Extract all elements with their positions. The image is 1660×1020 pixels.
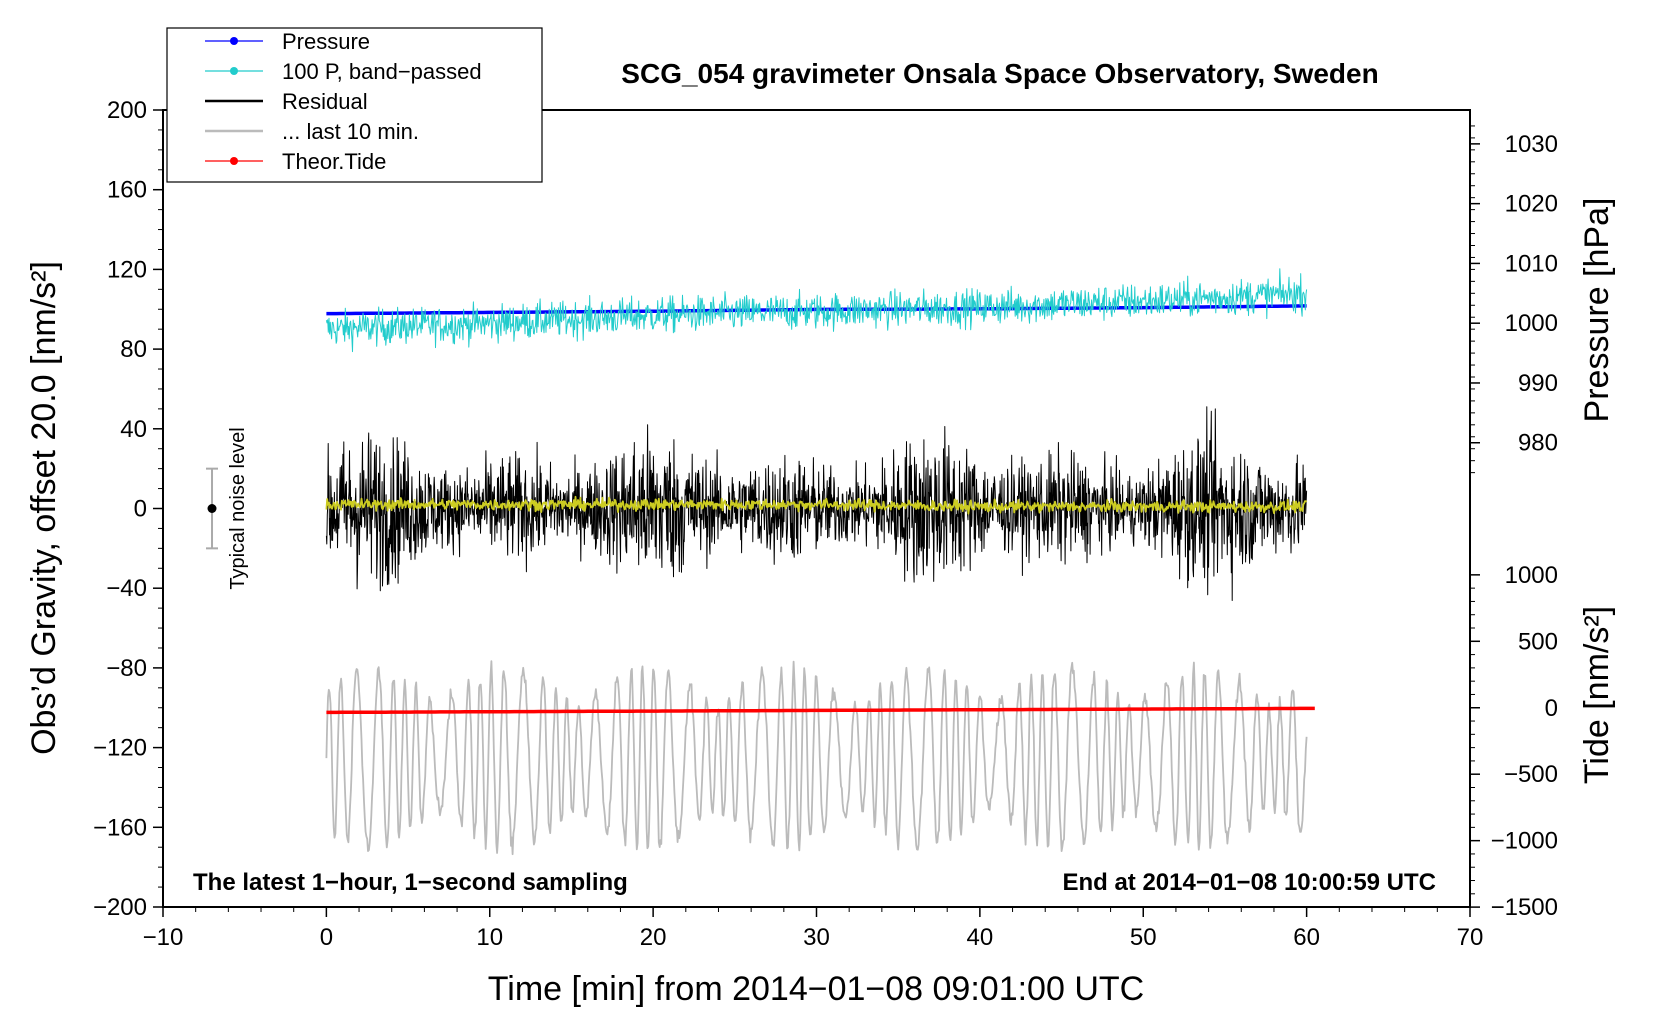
legend-marker xyxy=(230,67,238,75)
pressure-axis: 980 990 1000 1010 1020 1030 xyxy=(1470,125,1558,474)
tide-axis: 1000 500 0 −500 −1000 −1500 xyxy=(1470,562,1558,921)
y-tick-label: 120 xyxy=(107,256,147,283)
noise-bar-dot xyxy=(207,504,217,513)
pressure-tick-label: 990 xyxy=(1518,370,1558,397)
noise-bar: Typical noise level xyxy=(206,427,249,590)
series-layer xyxy=(325,268,1315,856)
x-tick-label: 10 xyxy=(476,924,503,951)
annotation-sampling: The latest 1−hour, 1−second sampling xyxy=(193,869,628,896)
y-tick-label: −40 xyxy=(106,575,147,602)
y-tick-label: 0 xyxy=(134,496,147,523)
pressure-tick-label: 1010 xyxy=(1505,250,1558,277)
y-axis-title: Obs’d Gravity, offset 20.0 [nm/s²] xyxy=(25,261,63,755)
x-axis: −10 0 10 20 30 40 50 60 70 xyxy=(143,907,1484,951)
x-tick-label: 20 xyxy=(640,924,667,951)
noise-bar-label: Typical noise level xyxy=(227,427,249,589)
x-tick-label: 70 xyxy=(1457,924,1484,951)
pressure-tick-label: 1000 xyxy=(1505,310,1558,337)
legend: Pressure 100 P, band−passed Residual ... la… xyxy=(166,27,543,183)
x-axis-title: Time [min] from 2014−01−08 09:01:00 UTC xyxy=(488,970,1144,1008)
series-100-p-band-passed xyxy=(325,268,1308,353)
y-tick-label: −200 xyxy=(93,894,147,921)
legend-label: 100 P, band−passed xyxy=(282,59,482,84)
chart-title: SCG_054 gravimeter Onsala Space Observat… xyxy=(621,58,1378,89)
annotation-end-time: End at 2014−01−08 10:00:59 UTC xyxy=(1062,869,1436,896)
x-tick-label: 30 xyxy=(803,924,830,951)
pressure-tick-label: 980 xyxy=(1518,430,1558,457)
tide-tick-label: 0 xyxy=(1545,695,1558,722)
plot-frame xyxy=(162,109,1471,908)
x-tick-label: −10 xyxy=(143,924,184,951)
y-axis: −200 −160 −120 −80 −40 0 40 80 120 160 200 xyxy=(93,97,163,921)
series-residual xyxy=(325,406,1308,601)
series-last-10-min xyxy=(325,660,1308,856)
y-tick-label: −80 xyxy=(106,655,147,682)
x-tick-label: 50 xyxy=(1130,924,1157,951)
y-tick-label: 160 xyxy=(107,177,147,204)
tide-tick-label: 500 xyxy=(1518,628,1558,655)
pressure-axis-title: Pressure [hPa] xyxy=(1578,198,1616,423)
tide-tick-label: −1500 xyxy=(1491,894,1558,921)
pressure-tick-label: 1030 xyxy=(1505,131,1558,158)
y-tick-label: 200 xyxy=(107,97,147,124)
tide-tick-label: 1000 xyxy=(1505,562,1558,589)
legend-label: ... last 10 min. xyxy=(282,119,419,144)
tide-tick-label: −1000 xyxy=(1491,828,1558,855)
pressure-tick-label: 1020 xyxy=(1505,191,1558,218)
legend-box xyxy=(166,27,543,183)
y-tick-label: 40 xyxy=(120,416,147,443)
x-tick-label: 0 xyxy=(320,924,333,951)
x-tick-label: 40 xyxy=(967,924,994,951)
series-theor-tide xyxy=(326,706,1315,715)
legend-label: Pressure xyxy=(282,29,370,54)
x-tick-label: 60 xyxy=(1293,924,1320,951)
tide-tick-label: −500 xyxy=(1504,761,1558,788)
y-tick-label: −160 xyxy=(93,814,147,841)
legend-marker xyxy=(230,157,238,165)
legend-entries: Pressure 100 P, band−passed Residual ... la… xyxy=(205,29,482,174)
y-tick-label: 80 xyxy=(120,336,147,363)
series-smoothed-residual xyxy=(325,495,1308,515)
legend-label: Residual xyxy=(282,89,368,114)
legend-label: Theor.Tide xyxy=(282,149,386,174)
legend-marker xyxy=(230,37,238,45)
y-tick-label: −120 xyxy=(93,735,147,762)
tide-axis-title: Tide [nm/s²] xyxy=(1578,606,1616,784)
